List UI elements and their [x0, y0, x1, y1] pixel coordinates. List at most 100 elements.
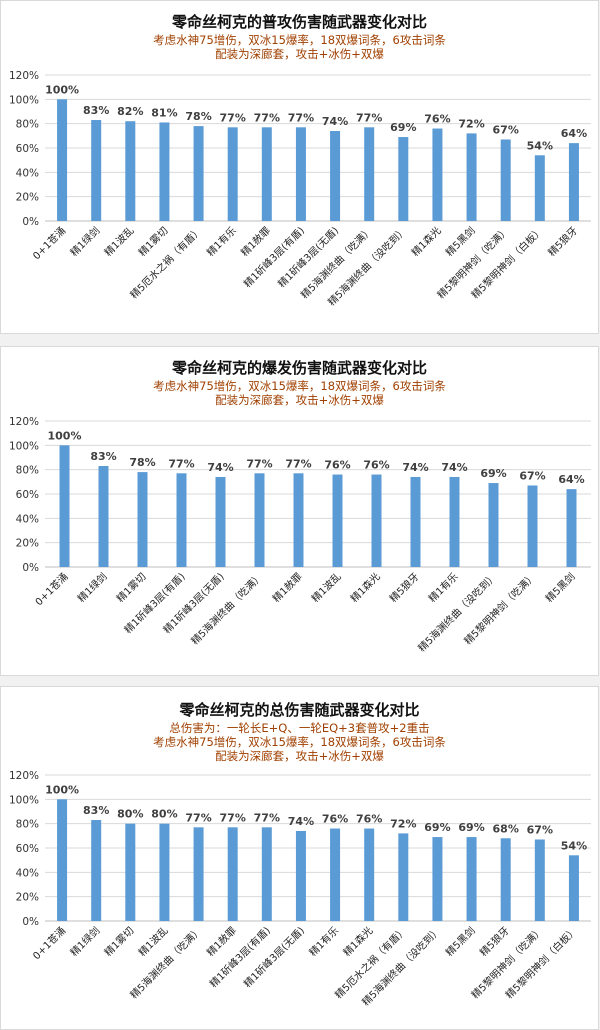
- data-label: 77%: [254, 811, 280, 824]
- x-category-label: 精1有乐: [426, 570, 461, 605]
- x-category-label: 精1森光: [409, 224, 444, 259]
- data-label: 76%: [324, 459, 350, 472]
- bar: [330, 130, 341, 221]
- data-label: 64%: [561, 127, 587, 140]
- data-label: 54%: [561, 839, 587, 852]
- bar: [159, 823, 170, 921]
- y-tick-label: 40%: [16, 167, 39, 179]
- bar: [449, 476, 460, 567]
- data-label: 76%: [363, 459, 389, 472]
- data-label: 67%: [519, 469, 545, 482]
- bar: [57, 99, 68, 221]
- bar: [371, 474, 382, 567]
- x-category-label: 精1斫峰3层(无盾): [275, 224, 341, 290]
- x-category-label: 精5黎明神剑（吃满）: [461, 570, 538, 647]
- data-label: 80%: [117, 808, 143, 821]
- x-category-label: 精1赦罪: [270, 570, 305, 605]
- x-category-label: 精5狼牙: [477, 924, 512, 959]
- data-label: 69%: [458, 821, 484, 834]
- x-category-label: 精1斫峰3层(有盾): [241, 224, 307, 290]
- x-category-label: 精1有乐: [306, 924, 341, 959]
- y-tick-label: 20%: [16, 192, 39, 204]
- data-label: 74%: [402, 461, 428, 474]
- chart-subtitle-line: 考虑水神75增伤，双冰15爆率，18双爆词条，6攻击词条: [153, 379, 446, 393]
- bar: [566, 489, 577, 567]
- data-label: 77%: [220, 811, 246, 824]
- data-label: 77%: [246, 457, 272, 470]
- data-label: 81%: [151, 106, 177, 119]
- bar: [534, 839, 545, 921]
- data-label: 72%: [458, 117, 484, 130]
- bar-chart-normal-attack: 0% 20% 40% 60% 80% 100% 120% 100% 0+1苍涌 83% 精1绿剑 82…: [9, 70, 591, 308]
- data-label: 100%: [48, 429, 82, 442]
- x-category-label: 0+1苍涌: [30, 224, 68, 262]
- bar: [254, 473, 265, 567]
- data-label: 74%: [288, 815, 314, 828]
- data-label: 69%: [480, 467, 506, 480]
- x-category-label: 精1绿剑: [67, 224, 102, 259]
- bar: [295, 127, 306, 221]
- bar: [568, 855, 579, 921]
- bar: [432, 128, 443, 221]
- x-category-label: 精1森光: [340, 924, 375, 959]
- x-category-label: 精1雾切: [102, 924, 137, 959]
- x-category-label: 精1波乱: [136, 924, 171, 959]
- bar: [534, 155, 545, 221]
- bar: [432, 837, 443, 921]
- x-category-label: 精1有乐: [204, 224, 239, 259]
- data-label: 77%: [356, 111, 382, 124]
- data-label: 64%: [558, 473, 584, 486]
- bar: [527, 485, 538, 567]
- data-label: 100%: [45, 783, 79, 796]
- x-category-label: 精5海渊终曲（没吃到）: [415, 570, 499, 654]
- x-category-label: 精1斫峰3层(有盾): [207, 924, 273, 990]
- data-label: 69%: [390, 121, 416, 134]
- bar: [261, 827, 272, 921]
- y-tick-label: 80%: [16, 465, 39, 477]
- data-label: 76%: [356, 813, 382, 826]
- y-tick-label: 20%: [16, 538, 39, 550]
- bar: [57, 799, 68, 921]
- chart-subtitle-line: 配装为深廊套，攻击+冰伤+双爆: [215, 47, 384, 61]
- bar: [295, 830, 306, 921]
- x-category-label: 精1斫峰3层(无盾): [241, 924, 307, 990]
- y-tick-label: 60%: [16, 489, 39, 501]
- bar: [91, 820, 102, 921]
- x-category-label: 精1赦罪: [204, 924, 239, 959]
- data-label: 82%: [117, 105, 143, 118]
- x-category-label: 精1赦罪: [238, 224, 273, 259]
- chart-title: 零命丝柯克的总伤害随武器变化对比: [179, 701, 420, 719]
- data-label: 77%: [288, 111, 314, 124]
- data-label: 74%: [207, 461, 233, 474]
- data-label: 100%: [45, 83, 79, 96]
- bar: [59, 445, 70, 567]
- y-tick-label: 100%: [9, 440, 39, 452]
- data-label: 80%: [151, 808, 177, 821]
- x-category-label: 精1雾切: [136, 224, 171, 259]
- x-category-label: 精5狼牙: [387, 570, 422, 605]
- bar: [398, 833, 409, 921]
- data-label: 83%: [83, 104, 109, 117]
- bar: [500, 139, 511, 221]
- y-tick-label: 100%: [9, 94, 39, 106]
- y-tick-label: 60%: [16, 843, 39, 855]
- chart-title: 零命丝柯克的普攻伤害随武器变化对比: [171, 13, 427, 31]
- data-label: 67%: [493, 123, 519, 136]
- data-label: 67%: [527, 823, 553, 836]
- chart-panel-burst: 零命丝柯克的爆发伤害随武器变化对比 考虑水神75增伤，双冰15爆率，18双爆词条…: [0, 346, 599, 676]
- bar: [364, 127, 375, 221]
- chart-subtitle-line: 考虑水神75增伤，双冰15爆率，18双爆词条，6攻击词条: [153, 33, 446, 47]
- data-label: 74%: [322, 115, 348, 128]
- bar: [466, 837, 477, 921]
- bar: [500, 838, 511, 921]
- chart-title: 零命丝柯克的爆发伤害随武器变化对比: [171, 359, 427, 377]
- data-label: 68%: [493, 822, 519, 835]
- chart-panel-total: 零命丝柯克的总伤害随武器变化对比 总伤害为：一轮长E+Q、一轮EQ+3套普攻+2…: [0, 686, 599, 1030]
- x-category-label: 精1波乱: [309, 570, 344, 605]
- bar: [330, 828, 341, 921]
- bar-chart-burst: 0% 20% 40% 60% 80% 100% 120% 100% 0+1苍涌 83% 精1绿剑 78…: [9, 416, 591, 654]
- data-label: 77%: [285, 457, 311, 470]
- bar: [568, 143, 579, 221]
- x-category-label: 精5狼牙: [545, 224, 580, 259]
- bar: [410, 476, 421, 567]
